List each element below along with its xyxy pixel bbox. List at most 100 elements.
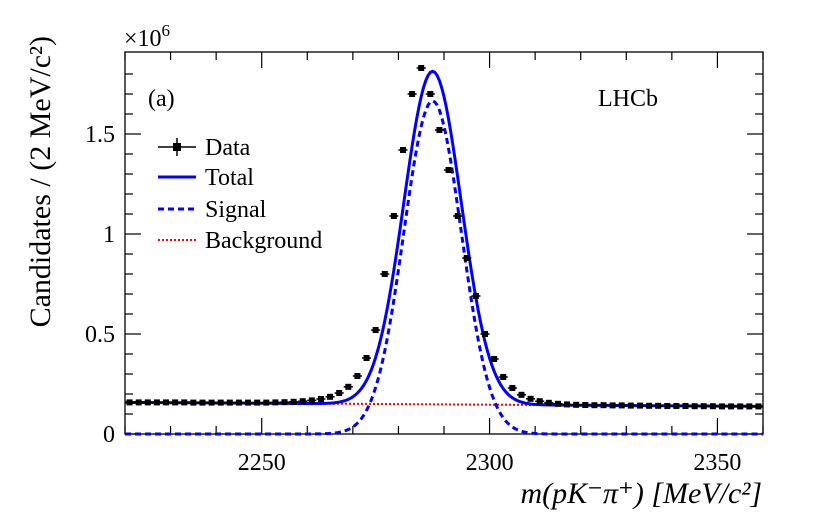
data-point-marker [263,399,270,406]
data-point-marker [472,293,479,299]
data-point [316,396,326,402]
data-point-marker [609,402,616,409]
data-point-marker [491,356,498,362]
data-point [535,398,545,405]
data-point [361,355,372,361]
data-point-marker [363,355,370,361]
data-point [125,399,135,406]
legend-label-data: Data [205,135,251,161]
data-point [598,402,609,409]
data-point-marker [482,331,489,337]
data-point [480,331,490,337]
data-point-marker [646,402,653,409]
x-tick-label: 2350 [693,450,741,476]
data-point [334,390,344,396]
data-point [489,356,499,362]
data-point-marker [208,399,215,406]
data-point-marker [226,399,233,406]
data-point [161,399,171,406]
legend: Data Total Signal Background [158,135,322,254]
data-point-marker [418,65,425,71]
data-point [289,398,299,405]
data-point-marker [709,403,716,410]
data-point [726,403,736,410]
data-point-marker [664,403,671,409]
legend-label-total: Total [205,165,254,191]
data-point [261,399,271,406]
data-point-marker [427,91,434,97]
y-axis-title: Candidates / (2 MeV/c²) [24,36,57,327]
data-point [516,391,527,398]
data-point-marker [554,400,561,407]
experiment-label: LHCb [598,86,658,112]
data-point [699,403,709,410]
data-point-marker [737,403,744,410]
data-point-marker [126,399,133,406]
data-point [252,399,262,406]
data-point-marker [436,127,443,133]
data-point-marker [327,393,334,400]
data-point [589,402,599,409]
data-point-marker [181,399,188,406]
data-point-marker [755,403,762,410]
y-tick-label: 0 [103,422,115,448]
data-point [143,399,153,406]
data-point [553,400,563,407]
y-tick-label: 1.5 [85,122,115,148]
data-point [617,402,627,409]
data-point-marker [399,147,406,153]
data-point-marker [281,399,288,406]
data-point-marker [627,402,634,409]
data-point-marker [618,402,625,409]
data-point-marker [190,399,197,406]
data-point-marker [144,399,151,406]
data-point-marker [545,399,552,406]
data-point-marker [700,403,707,410]
data-point [234,399,244,406]
data-point-marker [636,402,643,409]
data-point-marker [591,402,598,409]
data-point [644,402,654,409]
data-point-marker [527,395,534,402]
data-point [425,91,435,97]
data-point-marker [500,374,507,380]
data-point [197,399,208,406]
signal-curve [125,99,763,436]
data-point [717,403,727,410]
x-axis-title: m(pK⁻π⁺) [MeV/c²] [521,477,762,510]
data-point-marker [691,403,698,410]
data-point [471,293,481,299]
y-multiplier: ×106 [124,21,170,52]
data-point-marker [354,373,361,379]
data-point [744,403,754,410]
data-point [626,402,636,409]
data-point-marker [308,397,315,404]
data-point-marker [290,398,297,405]
data-point [462,255,472,261]
data-point-marker [409,91,416,97]
data-point [279,399,290,406]
data-point [571,401,581,408]
panel-label: (a) [148,86,175,112]
data-point-marker [153,399,160,406]
data-point [398,147,408,153]
data-point [307,397,317,404]
data-point [298,398,308,405]
axis-ticks: 2250 2300 2350 0 0.5 1 1.5 [85,52,764,476]
data-point-marker [272,399,279,406]
data-point [444,167,454,173]
legend-label-signal: Signal [205,197,267,223]
y-tick-label: 0.5 [85,322,115,348]
data-point [352,373,362,379]
data-point-marker [718,403,725,410]
data-point [680,403,691,409]
data-point [270,399,280,406]
legend-label-background: Background [205,228,322,254]
data-point [453,213,463,219]
data-point [507,385,517,391]
data-point [380,271,390,277]
data-point [343,383,353,390]
data-point-marker [336,390,343,396]
data-point-marker [564,401,571,408]
